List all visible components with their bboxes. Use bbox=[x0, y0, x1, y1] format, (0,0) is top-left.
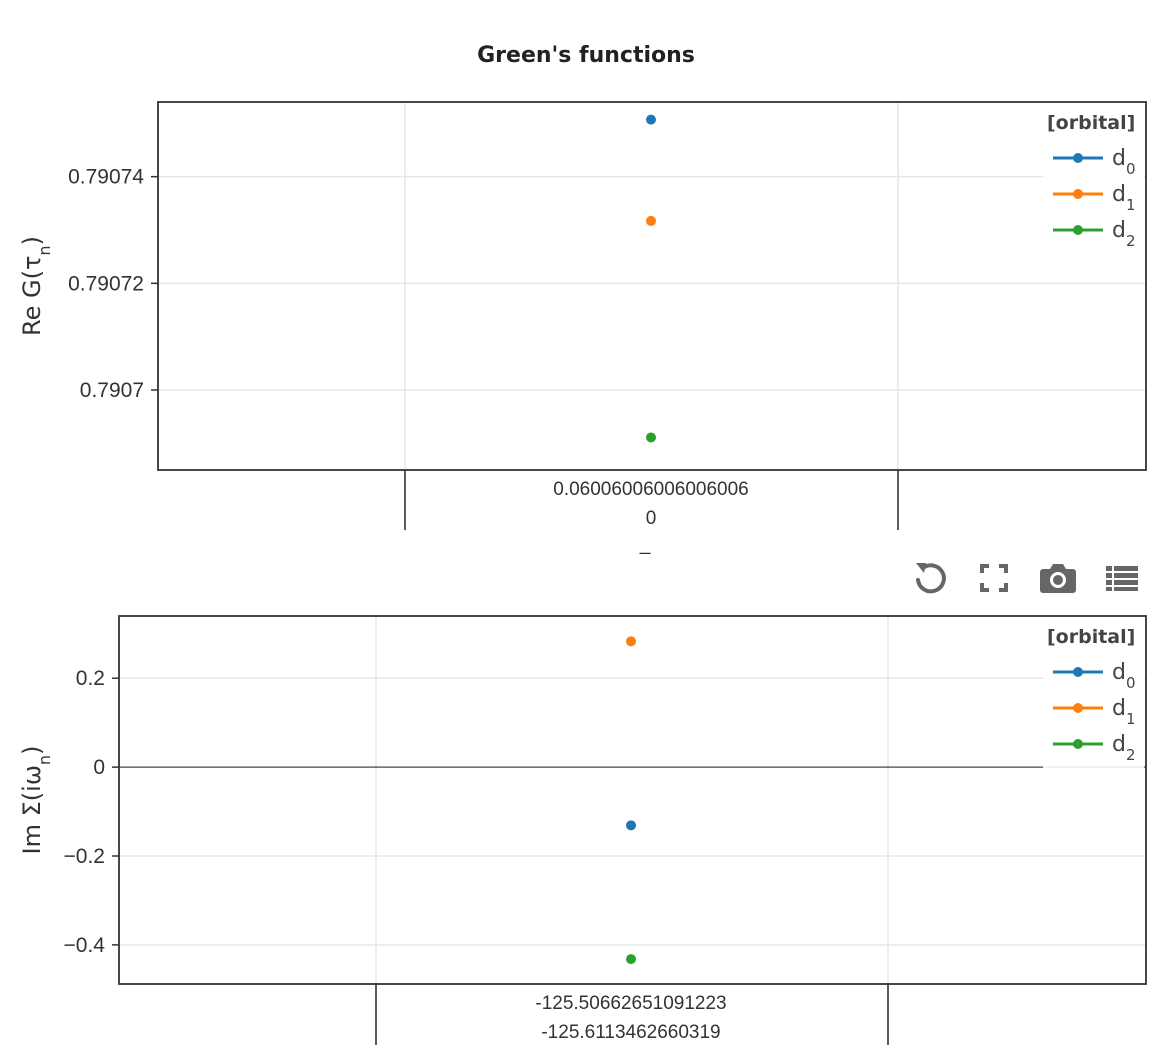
y-axis-label: Im Σ(iωn) bbox=[18, 746, 54, 855]
legend-marker bbox=[1073, 703, 1083, 713]
y-tick-label: 0.79074 bbox=[68, 166, 144, 189]
fullscreen-button[interactable] bbox=[972, 556, 1016, 600]
plot-area bbox=[119, 616, 1146, 984]
reset-button[interactable] bbox=[908, 556, 952, 600]
legend-label: d1 bbox=[1112, 182, 1136, 214]
panel-green-function: 0.79074 0.79072 0.7907 0.06006006006006006 0… bbox=[18, 101, 1147, 555]
y-axis-label: Re G(τn) bbox=[18, 236, 54, 336]
screenshot-button[interactable] bbox=[1036, 556, 1080, 600]
x-tick-label: 0.06006006006006006 bbox=[553, 479, 748, 500]
x-axis-title: _ bbox=[639, 534, 651, 555]
legend-marker bbox=[1073, 225, 1083, 235]
data-point-d2 bbox=[626, 954, 636, 965]
y-tick-label: 0.79072 bbox=[68, 272, 144, 295]
legend-label: d0 bbox=[1112, 146, 1136, 178]
legend-marker bbox=[1073, 739, 1083, 749]
legend-label: d2 bbox=[1112, 218, 1136, 250]
legend-marker bbox=[1073, 667, 1083, 677]
legend-title: [orbital] bbox=[1047, 626, 1135, 648]
legend-label: d1 bbox=[1112, 696, 1136, 728]
y-tick-label: 0 bbox=[93, 756, 105, 779]
reset-icon bbox=[916, 563, 946, 594]
figure-title: Green's functions bbox=[477, 43, 695, 68]
panel-self-energy: 0.2 0 −0.2 −0.4 -125.50662651091223 -125.6113… bbox=[18, 615, 1147, 1045]
x-tick-label: -125.6113462660319 bbox=[541, 1022, 720, 1043]
legend-label: d2 bbox=[1112, 732, 1136, 764]
legend-title: [orbital] bbox=[1047, 112, 1135, 134]
plot-frame bbox=[118, 615, 1147, 985]
data-point-d2 bbox=[646, 432, 656, 443]
camera-icon bbox=[1040, 564, 1076, 593]
data-point-d0 bbox=[646, 114, 656, 125]
modebar bbox=[908, 556, 1144, 600]
data-point-d1 bbox=[646, 215, 656, 226]
y-tick-label: −0.4 bbox=[64, 934, 106, 957]
x-tick-label: -125.50662651091223 bbox=[535, 993, 726, 1014]
legend-marker bbox=[1073, 189, 1083, 199]
plot-area bbox=[158, 102, 1146, 470]
data-point-d0 bbox=[626, 820, 636, 831]
y-tick-label: 0.2 bbox=[76, 667, 105, 690]
fullscreen-icon bbox=[980, 564, 1008, 592]
legend-marker bbox=[1073, 153, 1083, 163]
data-point-d1 bbox=[626, 636, 636, 647]
data-table-button[interactable] bbox=[1100, 556, 1144, 600]
y-tick-label: 0.7907 bbox=[80, 379, 144, 402]
legend-label: d0 bbox=[1112, 660, 1136, 692]
x-tick-label: 0 bbox=[646, 508, 657, 529]
y-tick-label: −0.2 bbox=[64, 845, 105, 868]
plot-frame bbox=[157, 101, 1147, 471]
table-icon bbox=[1106, 566, 1138, 591]
